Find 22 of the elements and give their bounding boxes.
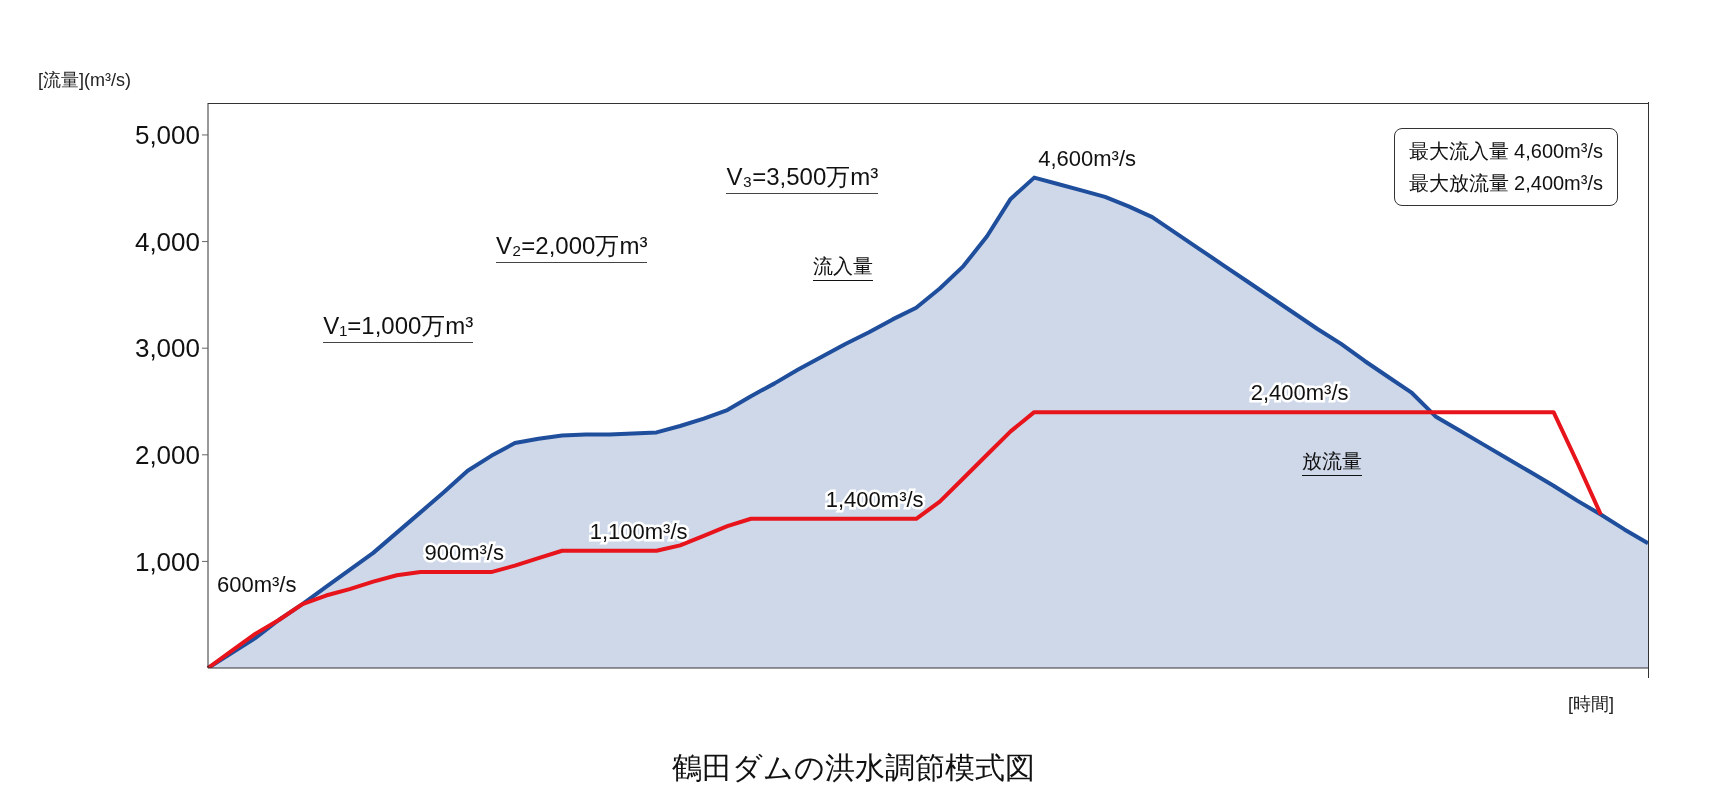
y-tick-label: 5,000: [134, 120, 200, 151]
annotation: V₁=1,000万m³: [323, 310, 474, 343]
data-label: 1,400m³/s: [825, 486, 924, 512]
data-label: 900m³/s: [424, 540, 504, 566]
y-tick-label: 4,000: [134, 226, 200, 257]
text: 鶴田ダムの洪水調節模式図: [670, 750, 1036, 786]
data-label: 600m³/s: [216, 572, 297, 598]
series-label: 放流量: [1302, 448, 1363, 476]
x-axis-title: [時間]: [1568, 693, 1615, 716]
annotation: V₃=3,500万m³: [726, 160, 879, 194]
y-tick-label: 2,000: [134, 440, 200, 471]
line-series: [206, 410, 1603, 668]
annotation: 最大流入量 4,600m³/s: [1408, 139, 1603, 164]
data-label: 4,600m³/s: [1038, 145, 1137, 171]
text: 流入量: [812, 252, 873, 281]
y-tick-label: 3,000: [134, 333, 200, 364]
y-tick-label: 1,000: [134, 546, 200, 577]
y-axis-title: [流量](m³/s): [38, 69, 131, 92]
data-label: 2,400m³/s: [1250, 380, 1349, 406]
annotation: 最大放流量 2,400m³/s: [1408, 171, 1603, 196]
data-label: 1,100m³/s: [589, 518, 688, 544]
annotation: V₂=2,000万m³: [496, 229, 648, 263]
